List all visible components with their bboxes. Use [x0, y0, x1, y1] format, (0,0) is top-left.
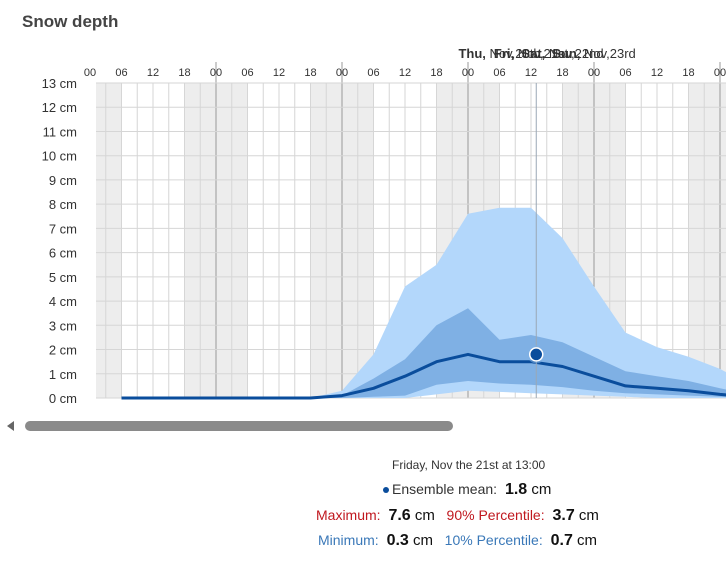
y-tick-label: 1 cm: [49, 367, 77, 382]
y-tick-label: 11 cm: [43, 124, 77, 139]
mean-value: 1.8: [504, 481, 528, 498]
y-tick-label: 9 cm: [49, 173, 77, 188]
day-label: Sun, Nov,23rd: [552, 46, 636, 61]
y-tick-label: 8 cm: [49, 197, 77, 212]
p10-value-group: 0.7 cm: [551, 532, 597, 549]
y-tick-label: 3 cm: [49, 318, 77, 333]
hour-label: 18: [430, 67, 442, 79]
y-tick-label: 10 cm: [42, 149, 77, 164]
mean-dot-icon: [383, 487, 389, 494]
hour-label: 12: [147, 67, 159, 79]
ensemble-mean-line: [121, 352, 726, 400]
max-value: 7.6: [388, 507, 411, 524]
mean-unit: cm: [531, 481, 552, 498]
y-tick-label: 7 cm: [49, 221, 77, 236]
hour-label: 06: [367, 67, 379, 79]
min-value-group: 0.3 cm: [387, 532, 433, 549]
mean-label: Ensemble mean:: [392, 481, 498, 497]
hour-label: 06: [493, 67, 505, 79]
percentile-band: [121, 308, 726, 398]
max-unit: cm: [414, 507, 435, 524]
tooltip-max-row: Maximum: 7.6 cm 90% Percentile: 3.7 cm: [316, 507, 599, 525]
snow-depth-chart[interactable]: 0 cm 1 cm 2 cm 3 cm 4 cm 5 cm 6 cm 7 cm 8 cm 9 cm…: [0, 0, 726, 412]
tooltip-time: Friday, Nov the 21st at 13:00: [392, 458, 546, 472]
scroll-thumb[interactable]: [25, 421, 453, 431]
hour-label: 18: [178, 67, 190, 79]
y-tick-label: 2 cm: [49, 343, 77, 358]
hour-label: 12: [651, 67, 663, 79]
hover-marker[interactable]: [529, 347, 544, 362]
hour-label: 06: [241, 67, 253, 79]
y-tick-label: 6 cm: [49, 246, 77, 261]
hour-label: 12: [525, 67, 537, 79]
y-tick-label: 13 cm: [42, 76, 77, 91]
chart-scrollbar[interactable]: [0, 418, 726, 434]
hour-label: 12: [399, 67, 411, 79]
y-tick-label: 0 cm: [49, 391, 77, 406]
hour-label: 00: [588, 67, 600, 79]
max-value-group: 7.6 cm: [388, 507, 434, 524]
hour-label: 00: [336, 67, 348, 79]
hour-label: 06: [115, 67, 127, 79]
scroll-left-arrow-icon[interactable]: [7, 421, 14, 431]
day-label: Fri, Nov,21st: [494, 46, 569, 61]
hour-label: 18: [304, 67, 316, 79]
day-label: Sat, Nov,22nd: [521, 46, 603, 61]
mean-value-group: 1.8 cm: [505, 481, 551, 498]
y-tick-label: 12 cm: [42, 100, 77, 115]
hour-label: 00: [84, 67, 96, 79]
day-label: Thu, Nov,20th: [458, 46, 540, 61]
y-tick-label: 5 cm: [49, 270, 77, 285]
max-label: Maximum:: [316, 507, 381, 523]
p90-unit: cm: [578, 507, 599, 524]
p10-unit: cm: [577, 532, 598, 549]
hour-label: 12: [273, 67, 285, 79]
tooltip-mean-row: Ensemble mean: 1.8 cm: [383, 481, 551, 499]
hour-label: 00: [714, 67, 726, 79]
p10-label: 10% Percentile:: [444, 532, 543, 548]
tooltip-min-row: Minimum: 0.3 cm 10% Percentile: 0.7 cm: [318, 532, 597, 550]
chart-title: Snow depth: [22, 12, 119, 31]
hour-label: 00: [210, 67, 222, 79]
min-label: Minimum:: [318, 532, 379, 548]
p90-value: 3.7: [552, 507, 575, 524]
p90-label: 90% Percentile:: [446, 507, 545, 523]
min-value: 0.3: [386, 532, 409, 549]
hour-label: 18: [556, 67, 568, 79]
hour-label: 18: [682, 67, 694, 79]
p90-value-group: 3.7 cm: [553, 507, 599, 524]
y-tick-label: 4 cm: [49, 294, 77, 309]
min-unit: cm: [412, 532, 433, 549]
p10-value: 0.7: [550, 532, 573, 549]
night-band: [96, 83, 122, 398]
hour-label: 00: [462, 67, 474, 79]
hour-label: 06: [619, 67, 631, 79]
